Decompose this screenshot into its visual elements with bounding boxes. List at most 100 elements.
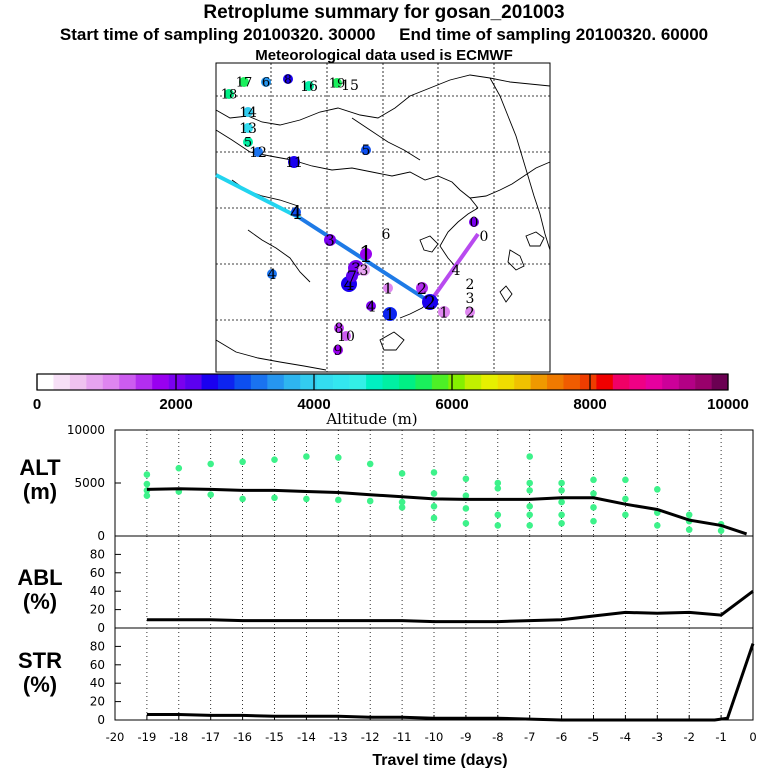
coastline — [419, 235, 439, 253]
map-plume-marker — [416, 282, 428, 294]
map-day-label: 3 — [325, 231, 335, 249]
map-plume-marker — [469, 217, 479, 227]
met-data-label: Meteorological data used is ECMWF — [255, 47, 513, 64]
map-plume-marker — [291, 207, 301, 217]
panel-frame — [114, 627, 754, 721]
alt-scatter-point — [175, 464, 183, 472]
alt-scatter-point — [494, 485, 502, 492]
map-day-label: 4 — [366, 297, 376, 315]
colorbar-swatch — [579, 374, 597, 390]
map-plume-marker — [253, 147, 263, 157]
map-plume-marker — [366, 301, 376, 311]
panel-ylabel: STR — [18, 648, 62, 673]
map-day-label: 4 — [268, 267, 277, 283]
map-day-label: 2 — [465, 303, 475, 321]
colorbar-swatch — [86, 374, 104, 390]
y-tick-label: 10000 — [67, 423, 105, 437]
alt-scatter-point — [462, 492, 470, 500]
map-day-label: 3 — [360, 263, 369, 279]
x-tick-label: -3 — [652, 730, 663, 744]
x-tick-label: -11 — [393, 730, 412, 744]
colorbar-swatch — [250, 374, 268, 390]
map-plume-marker — [346, 270, 358, 282]
alt-scatter-point — [494, 522, 502, 529]
map-plume-marker — [243, 107, 253, 117]
alt-scatter-point — [398, 498, 406, 506]
alt-scatter-point — [494, 511, 502, 519]
alt-scatter-point — [430, 469, 438, 476]
map-plume-marker — [422, 294, 438, 310]
alt-scatter-point — [143, 492, 151, 500]
map-day-label: 16 — [300, 79, 318, 95]
map-day-label: 4 — [290, 202, 302, 224]
alt-scatter-point — [717, 527, 725, 534]
panel-ylabel: ABL — [17, 565, 62, 590]
alt-scatter-point — [526, 522, 533, 529]
colorbar-tick-label: 6000 — [435, 396, 468, 413]
map-day-label: 17 — [236, 76, 253, 91]
panel-yunit: (m) — [23, 479, 57, 504]
alt-scatter-point — [558, 479, 565, 487]
x-tick-label: -16 — [233, 730, 252, 744]
map-plume-marker — [239, 77, 249, 87]
map-day-label: 4 — [344, 275, 355, 295]
alt-scatter-point — [239, 495, 246, 503]
alt-scatter-point — [335, 454, 342, 461]
sampling-time-line: Start time of sampling 20100320. 30000 E… — [0, 25, 768, 45]
x-tick-label: -18 — [169, 730, 188, 744]
colorbar-swatch — [695, 374, 712, 390]
trajectory-segment-recent — [428, 232, 480, 304]
map-plume-marker — [333, 345, 343, 355]
alt-scatter-point — [685, 511, 693, 519]
alt-scatter-point — [143, 471, 151, 478]
map-plume-marker — [288, 156, 300, 168]
alt-scatter-point — [271, 456, 278, 463]
colorbar-swatch — [547, 374, 564, 390]
y-tick-label: 40 — [90, 584, 105, 598]
end-time-label: End time of sampling 20100320. 60000 — [399, 25, 709, 44]
y-tick-label: 5000 — [74, 476, 105, 490]
colorbar-swatch — [662, 374, 679, 390]
map-plume-marker — [283, 74, 293, 84]
alt-scatter-point — [654, 486, 661, 493]
x-tick-label: -10 — [425, 730, 444, 744]
chart-title: Retroplume summary for gosan_201003 — [203, 2, 565, 23]
colorbar-swatch — [267, 374, 285, 390]
x-tick-label: -15 — [265, 730, 284, 744]
map-plume-marker — [261, 77, 271, 87]
y-tick-label: 60 — [90, 566, 105, 580]
map-day-label: 5 — [362, 143, 371, 159]
map-day-label: 8 — [335, 321, 344, 337]
map-plume-marker — [267, 269, 277, 279]
alt-scatter-point — [654, 522, 661, 529]
x-tick-label: -5 — [588, 730, 599, 744]
map-day-label: 11 — [285, 155, 303, 171]
y-tick-label: 0 — [97, 713, 105, 727]
map-day-label: 2 — [466, 277, 475, 293]
map-day-label: 3 — [466, 291, 475, 307]
alt-scatter-point — [622, 511, 629, 519]
colorbar-swatch — [135, 374, 153, 390]
map-plume-marker — [304, 81, 314, 91]
y-tick-label: 80 — [90, 547, 105, 561]
altitude-colorbar: 0 2000 4000 6000 8000 10000 Altitude (m) — [33, 373, 749, 428]
colorbar-tick-label: 8000 — [573, 396, 606, 413]
colorbar-swatch — [530, 374, 548, 390]
colorbar-tick-label: 4000 — [297, 396, 330, 413]
coastline — [247, 229, 311, 283]
map-plume-marker — [332, 78, 342, 88]
map-day-label: 9 — [334, 343, 343, 359]
map-plume-marker — [224, 89, 234, 99]
colorbar-swatch — [152, 374, 169, 390]
x-tick-label: -17 — [201, 730, 220, 744]
colorbar-swatch — [37, 374, 54, 390]
map-plume-marker — [324, 234, 336, 246]
alt-scatter-point — [335, 496, 342, 504]
colorbar-swatch — [102, 374, 120, 390]
abl-line — [146, 589, 754, 624]
map-day-label: 1 — [385, 305, 395, 324]
map-day-label: 4 — [452, 263, 461, 279]
colorbar-swatch — [168, 374, 186, 390]
map-plume-marker — [438, 306, 450, 318]
coastline — [351, 117, 421, 161]
